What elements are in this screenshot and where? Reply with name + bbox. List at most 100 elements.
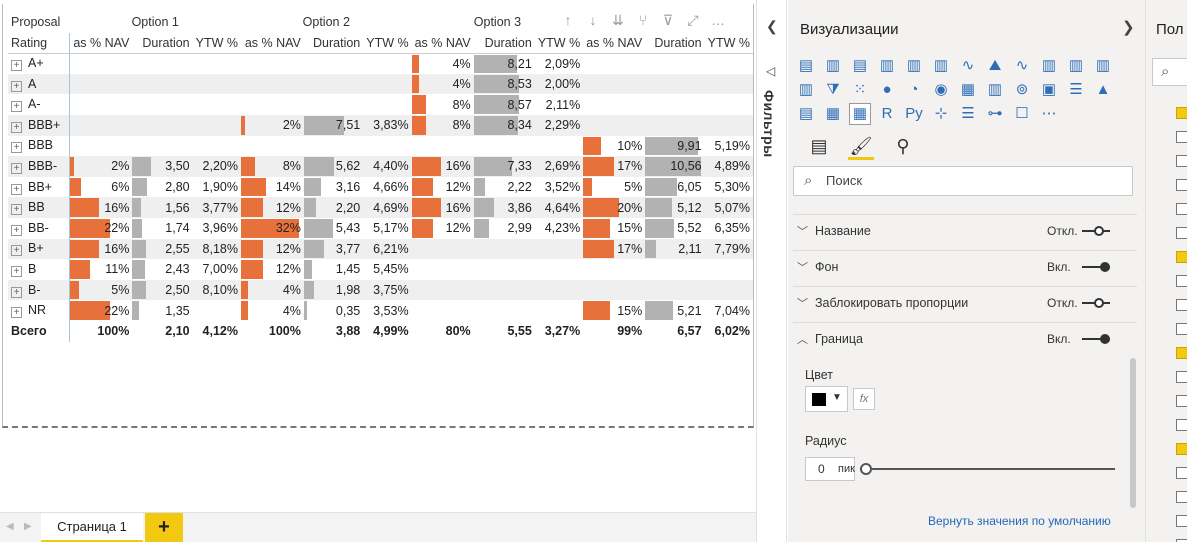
cell[interactable] <box>645 73 705 95</box>
radius-slider[interactable] <box>860 463 1115 475</box>
cell[interactable]: 3,96% <box>193 218 241 239</box>
cell[interactable] <box>535 259 583 280</box>
cell[interactable] <box>583 53 645 74</box>
cell[interactable]: 6,05 <box>645 177 704 198</box>
cell[interactable]: 17% <box>583 156 646 177</box>
cell[interactable]: 3,77% <box>192 197 241 218</box>
prev-page-icon[interactable]: ◀ <box>6 521 14 532</box>
reset-defaults-link[interactable]: Вернуть значения по умолчанию <box>928 514 1111 528</box>
expand-icon[interactable]: + <box>11 80 22 92</box>
cell[interactable]: 1,56 <box>132 197 193 218</box>
cell[interactable]: 3,52% <box>535 177 583 198</box>
cell[interactable]: 2,00% <box>534 73 584 95</box>
cell[interactable]: 20% <box>583 197 646 218</box>
scatter-icon[interactable]: ⁙ <box>853 81 867 98</box>
cell[interactable]: 4,23% <box>535 218 583 239</box>
cell[interactable] <box>704 114 753 136</box>
cell[interactable] <box>132 114 193 136</box>
field-checkbox[interactable] <box>1176 179 1187 191</box>
cell[interactable]: 3,27% <box>535 321 583 342</box>
cell[interactable]: 4% <box>240 279 304 301</box>
row-header[interactable]: + A+ <box>8 53 70 74</box>
fields-tab-icon[interactable]: ▤ <box>810 136 828 156</box>
row-header[interactable]: + NR <box>8 300 70 321</box>
cell[interactable] <box>474 259 535 280</box>
fields-search-input[interactable]: ⌕ <box>1152 58 1187 86</box>
cell[interactable] <box>535 300 583 321</box>
cell[interactable]: 3,50 <box>132 156 193 177</box>
cell[interactable]: 2,80 <box>132 177 192 198</box>
section-lock-aspect[interactable]: ﹀ Заблокировать пропорции Откл. <box>793 286 1137 320</box>
cell[interactable]: 22% <box>69 218 132 239</box>
cell[interactable] <box>645 94 704 115</box>
group-header-option-1[interactable]: Option 1 <box>131 15 179 30</box>
cell[interactable]: 10,56 <box>645 156 705 177</box>
format-paint-roller-icon[interactable]: 🖌 <box>848 134 874 160</box>
cell[interactable] <box>645 279 705 301</box>
section-background[interactable]: ﹀ Фон Вкл. <box>793 250 1137 284</box>
cell[interactable]: 6% <box>69 177 132 198</box>
col-header[interactable]: YTW % <box>537 35 581 50</box>
cell[interactable]: 8% <box>411 94 474 115</box>
scrollbar[interactable] <box>1130 358 1136 508</box>
cell[interactable] <box>69 136 132 157</box>
donut-icon[interactable]: ◔ <box>909 81 919 98</box>
more-options-icon[interactable]: … <box>711 12 725 28</box>
treemap-icon[interactable]: ◉ <box>934 81 948 98</box>
group-header-option-3[interactable]: Option 3 <box>473 15 522 30</box>
cell[interactable]: 8% <box>411 114 474 136</box>
card-icon[interactable]: ☰ <box>1069 81 1083 98</box>
expand-icon[interactable]: + <box>11 307 22 319</box>
filter-icon[interactable]: ⊽ <box>662 12 674 28</box>
expand-all-icon[interactable]: ⑂ <box>638 12 648 28</box>
cell[interactable] <box>304 136 363 157</box>
cell[interactable]: 10% <box>583 136 645 157</box>
cell[interactable]: 6,21% <box>363 238 412 260</box>
cell[interactable]: 1,45 <box>303 259 363 280</box>
field-checkbox[interactable] <box>1176 419 1187 431</box>
cell[interactable] <box>473 238 535 260</box>
cell[interactable] <box>412 300 474 321</box>
cell[interactable] <box>645 259 704 280</box>
cell[interactable] <box>583 114 646 136</box>
col-header[interactable]: as % NAV <box>244 35 301 50</box>
chevron-right-icon[interactable]: ❯ <box>1122 19 1135 36</box>
cell[interactable]: 2,50 <box>132 279 193 301</box>
cell[interactable]: 3,83% <box>363 114 412 136</box>
cell[interactable]: 3,77 <box>303 238 364 260</box>
matrix-visual[interactable]: ↑ ↓ ⇊ ⑂ ⊽ ⤢ … Proposal <box>2 4 754 428</box>
stacked-area-icon[interactable]: ∿ <box>1015 57 1029 74</box>
cell[interactable]: 9,91 <box>645 136 704 157</box>
cell[interactable] <box>704 73 753 95</box>
cell[interactable] <box>241 94 304 115</box>
cell[interactable] <box>412 136 474 157</box>
col-header[interactable]: as % NAV <box>586 35 643 50</box>
cell[interactable]: 12% <box>240 238 304 260</box>
cell[interactable]: 5,30% <box>705 177 753 198</box>
row-header[interactable]: + B <box>8 259 70 280</box>
cell[interactable]: 6,02% <box>705 321 753 342</box>
row-header[interactable]: + BB+ <box>8 176 70 198</box>
cell[interactable]: 2,22 <box>473 177 535 198</box>
cell[interactable]: 5,43 <box>303 218 363 239</box>
cell[interactable]: 7,04% <box>705 300 753 321</box>
cell[interactable] <box>241 136 304 157</box>
expand-icon[interactable]: + <box>11 245 22 257</box>
group-header-option-2[interactable]: Option 2 <box>302 15 350 30</box>
cell[interactable]: 4,89% <box>704 156 753 177</box>
expand-icon[interactable]: + <box>11 142 22 154</box>
cell[interactable] <box>363 94 411 115</box>
field-checkbox[interactable] <box>1176 347 1187 359</box>
expand-icon[interactable]: + <box>11 183 22 195</box>
cell[interactable]: 3,88 <box>304 321 363 342</box>
field-checkbox[interactable] <box>1176 515 1187 527</box>
cell[interactable]: 5% <box>69 279 133 301</box>
cell[interactable]: 2,11% <box>535 94 583 115</box>
cell[interactable]: 2,43 <box>132 259 192 280</box>
cell[interactable]: 12% <box>240 259 304 280</box>
drill-down-icon[interactable]: ↓ <box>589 12 597 28</box>
cell[interactable] <box>132 73 193 95</box>
cell[interactable] <box>473 279 535 301</box>
cell[interactable]: 12% <box>240 197 304 218</box>
cell[interactable]: 80% <box>412 321 474 342</box>
